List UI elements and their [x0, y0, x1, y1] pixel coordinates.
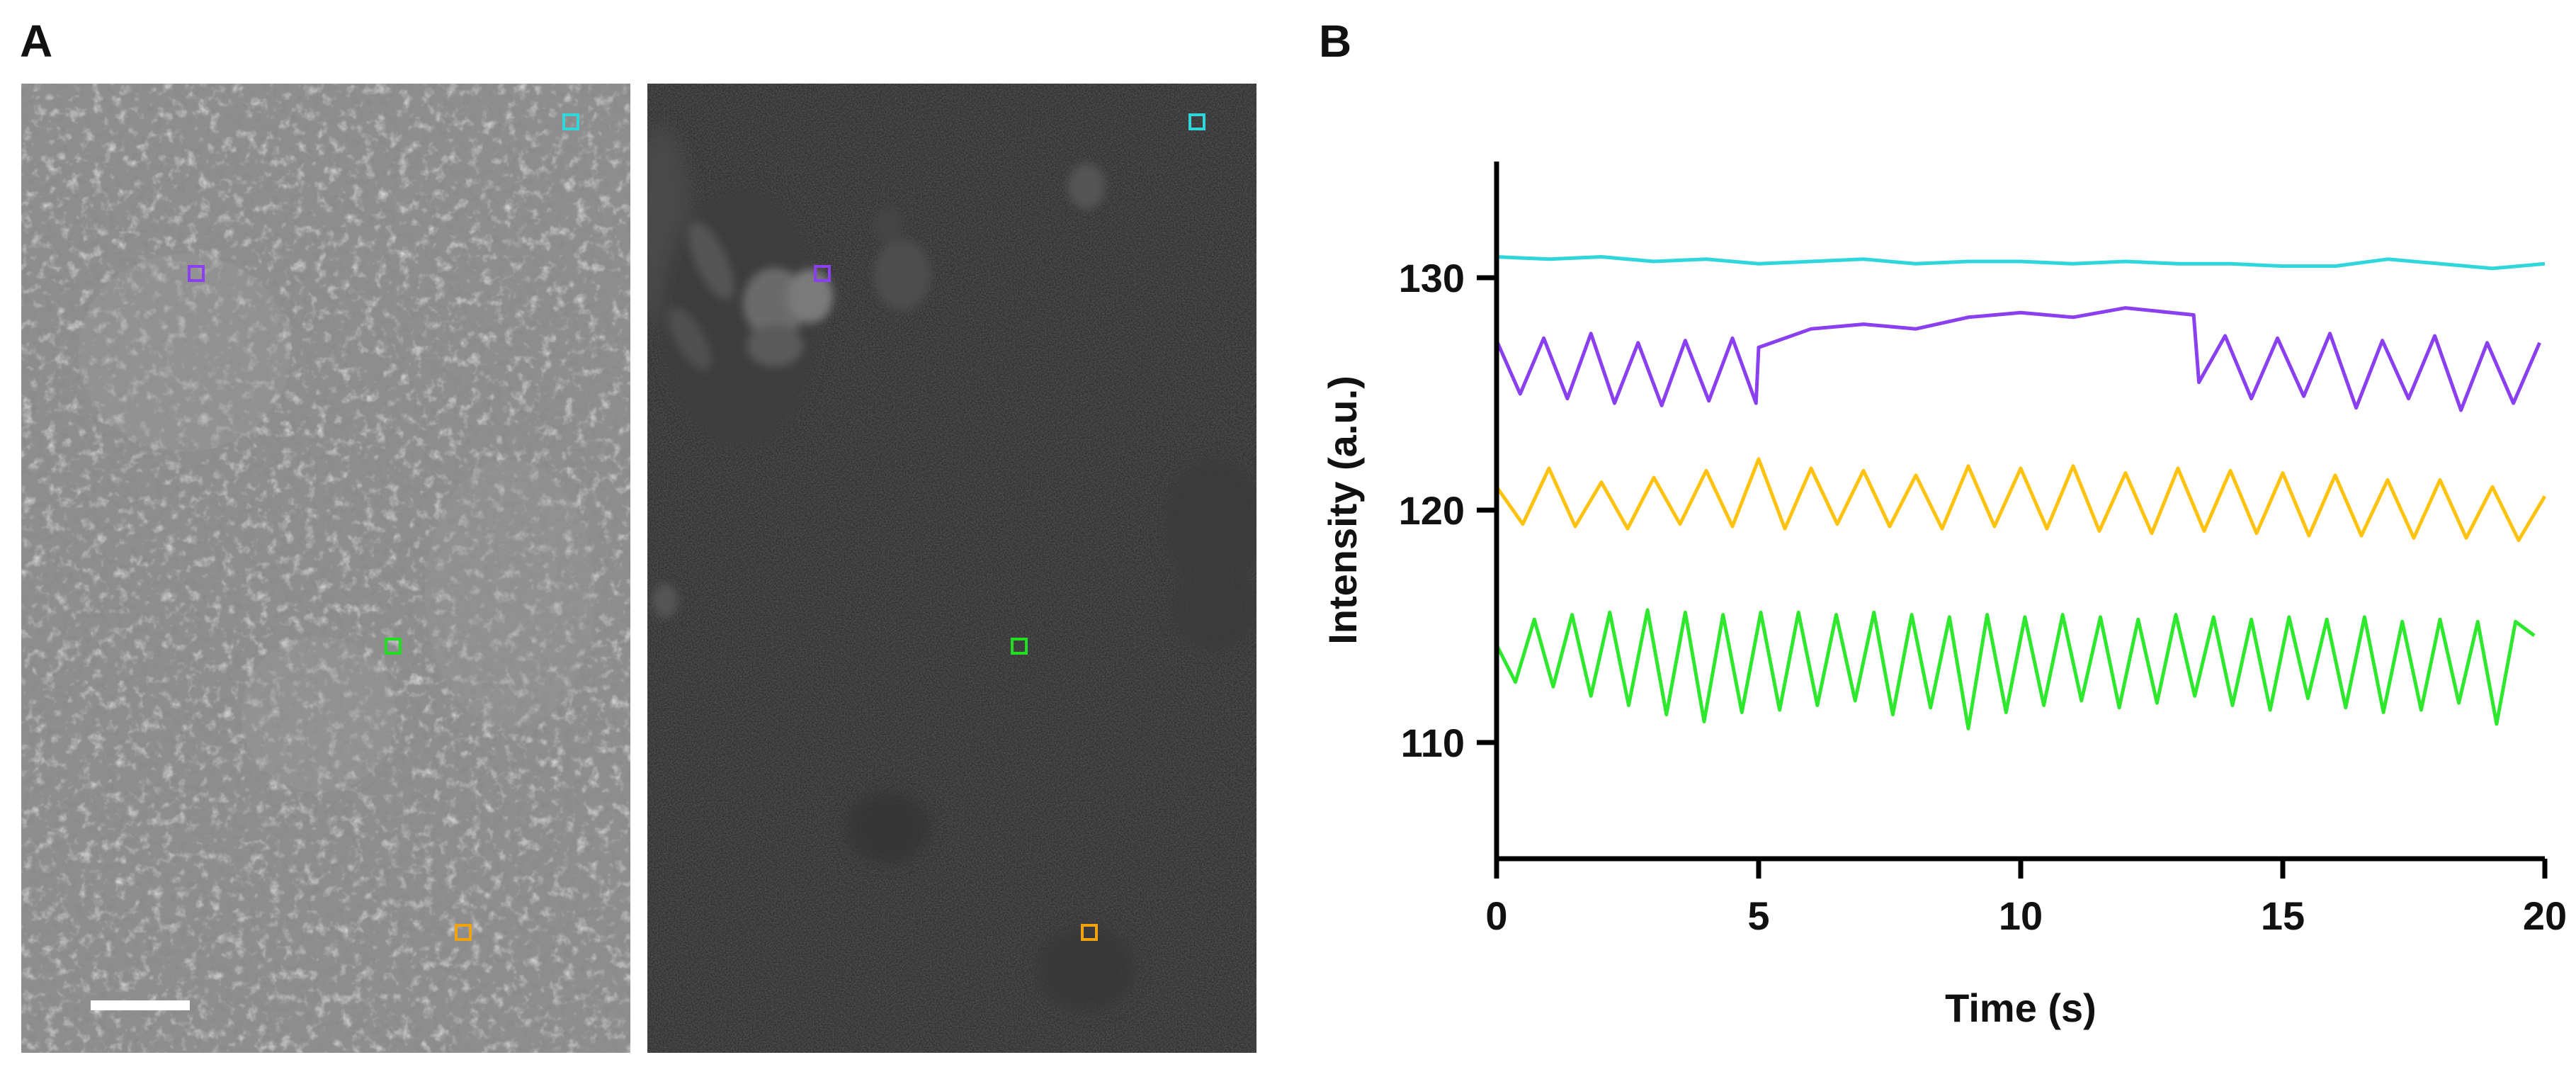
fluorescence-micrograph [647, 84, 1256, 1053]
series-line-4 [1494, 608, 2536, 730]
roi-orange-marker [1081, 924, 1098, 941]
roi-green-marker [1011, 638, 1028, 655]
y-axis-label: Intensity (a.u.) [1320, 376, 1365, 645]
series-layer [1494, 255, 2547, 730]
series-line-1 [1496, 255, 2546, 271]
roi-orange-marker [455, 924, 472, 941]
x-tick-label: 10 [1999, 893, 2043, 938]
y-tick-label: 130 [1399, 256, 1465, 300]
brightfield-micrograph [21, 84, 630, 1053]
scale-bar [91, 1000, 190, 1010]
x-tick-label: 20 [2523, 893, 2567, 938]
tick-layer: 0 5 10 15 20 110 120 130 [1399, 256, 2568, 938]
y-tick-label: 110 [1401, 721, 1465, 765]
y-tick-label: 120 [1399, 488, 1465, 533]
intensity-line-chart: 0 5 10 15 20 110 120 130 Intensity (a.u.) Time … [1320, 162, 2568, 1030]
roi-purple-marker [188, 265, 205, 282]
roi-green-marker [385, 638, 402, 655]
x-tick-label: 5 [1747, 893, 1769, 938]
roi-cyan-marker [1188, 113, 1205, 130]
roi-purple-marker [814, 265, 831, 282]
series-line-3 [1494, 457, 2547, 543]
x-tick-label: 0 [1485, 893, 1507, 938]
x-axis-label: Time (s) [1945, 986, 2096, 1030]
series-line-2 [1494, 306, 2541, 412]
panel-a-label: A [20, 16, 53, 67]
panel-b-label: B [1319, 16, 1352, 67]
roi-cyan-marker [562, 113, 579, 130]
x-tick-label: 15 [2261, 893, 2305, 938]
